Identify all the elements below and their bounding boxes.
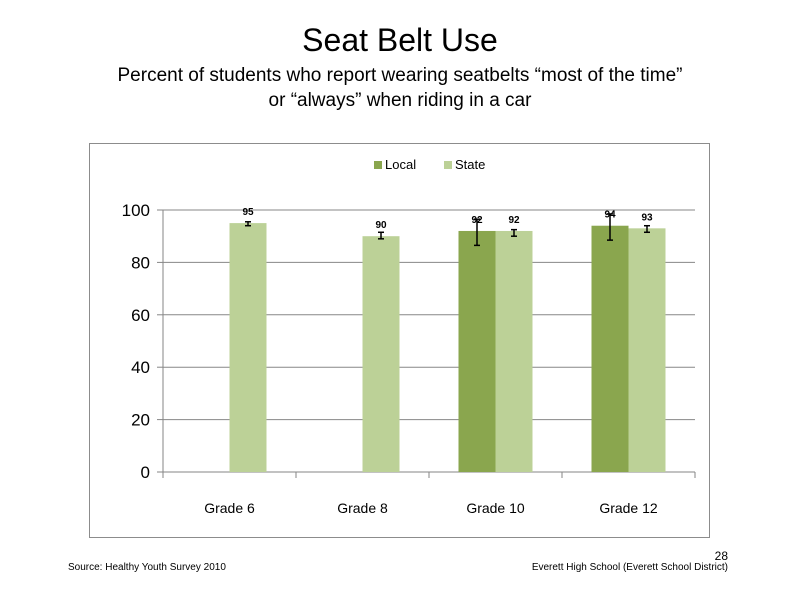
y-tick-label: 80 [131, 253, 150, 272]
data-label: 90 [375, 220, 387, 231]
data-label: 92 [508, 215, 520, 226]
x-tick-label: Grade 8 [337, 500, 388, 516]
data-label: 95 [242, 207, 254, 218]
data-label: 94 [604, 210, 616, 221]
subtitle-line-2: or “always” when riding in a car [268, 90, 532, 111]
bar [458, 230, 496, 472]
slide-subtitle: Percent of students who report wearing s… [0, 63, 800, 113]
x-tick-label: Grade 10 [466, 500, 525, 516]
page-number: 28 [714, 549, 728, 563]
bar [591, 225, 629, 472]
bar [229, 223, 267, 472]
source-note: Source: Healthy Youth Survey 2010 [68, 562, 226, 573]
data-label: 92 [471, 215, 483, 226]
y-tick-label: 0 [141, 463, 150, 482]
bar [362, 236, 400, 472]
chart-frame [89, 143, 710, 538]
legend-swatch [444, 161, 452, 169]
x-tick-label: Grade 12 [599, 500, 658, 516]
y-tick-label: 40 [131, 358, 150, 377]
school-name: Everett High School (Everett School Dist… [531, 562, 728, 573]
y-tick-label: 60 [131, 306, 150, 325]
legend-label: Local [385, 157, 416, 172]
legend-swatch [374, 161, 382, 169]
bar [628, 228, 666, 472]
y-tick-label: 20 [131, 411, 150, 430]
bar [495, 230, 533, 472]
slide-title: Seat Belt Use [302, 22, 498, 58]
data-label: 93 [641, 212, 653, 223]
x-tick-label: Grade 6 [204, 500, 255, 516]
legend-label: State [455, 157, 485, 172]
subtitle-line-1: Percent of students who report wearing s… [117, 65, 683, 86]
y-tick-label: 100 [122, 201, 150, 220]
